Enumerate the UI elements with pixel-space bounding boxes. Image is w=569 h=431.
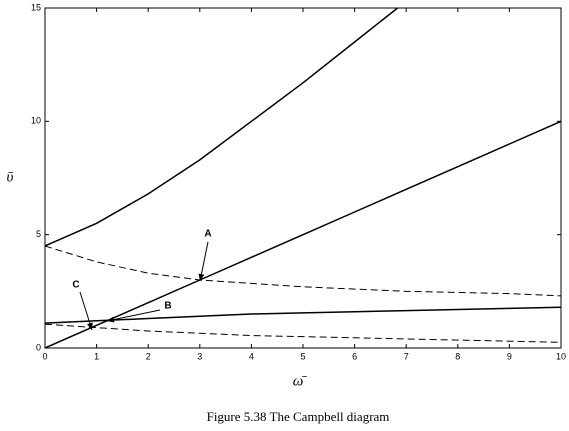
annotation-arrow — [79, 291, 93, 331]
annotation: C — [72, 280, 79, 291]
plot-frame — [44, 7, 562, 349]
y-axis-label: ῡ — [7, 169, 14, 185]
curve — [45, 8, 399, 247]
x-tick-label: 3 — [197, 351, 202, 361]
x-tick-label: 2 — [146, 351, 151, 361]
y-tick-label: 5 — [36, 229, 41, 239]
annotation: A — [204, 229, 211, 240]
annotation: B — [164, 301, 171, 312]
y-tick-label: 15 — [31, 2, 41, 12]
x-tick-label: 8 — [455, 351, 460, 361]
plot-area — [45, 8, 561, 348]
x-tick-label: 9 — [507, 351, 512, 361]
curve — [45, 120, 561, 348]
x-tick-label: 1 — [94, 351, 99, 361]
x-axis-label: ω̄ — [293, 373, 308, 389]
x-tick-label: 5 — [300, 351, 305, 361]
annotation-arrow — [106, 309, 161, 323]
y-tick-label: 10 — [31, 116, 41, 126]
x-tick-label: 6 — [352, 351, 357, 361]
curve — [45, 323, 561, 343]
y-tick-label: 0 — [36, 342, 41, 352]
x-tick-label: 7 — [404, 351, 409, 361]
curve — [45, 245, 561, 297]
caption: Figure 5.38 The Campbell diagram — [207, 409, 390, 424]
x-tick-label: 4 — [249, 351, 254, 361]
curve — [45, 306, 561, 324]
x-tick-label: 10 — [556, 351, 566, 361]
x-tick-label: 0 — [42, 351, 47, 361]
annotation-arrow — [198, 241, 209, 282]
